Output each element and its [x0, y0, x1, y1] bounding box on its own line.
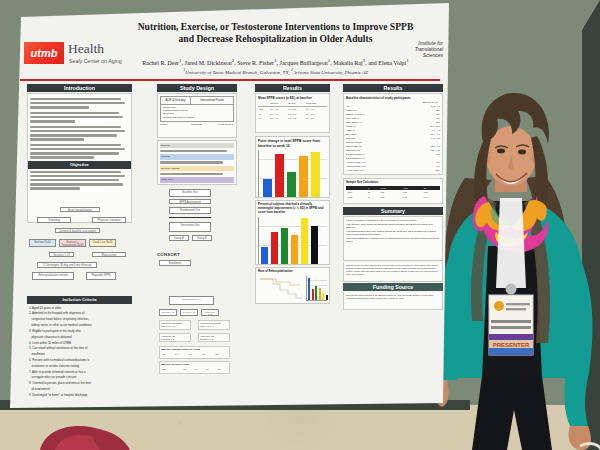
svg-text:PRESENTER: PRESENTER: [493, 342, 530, 348]
